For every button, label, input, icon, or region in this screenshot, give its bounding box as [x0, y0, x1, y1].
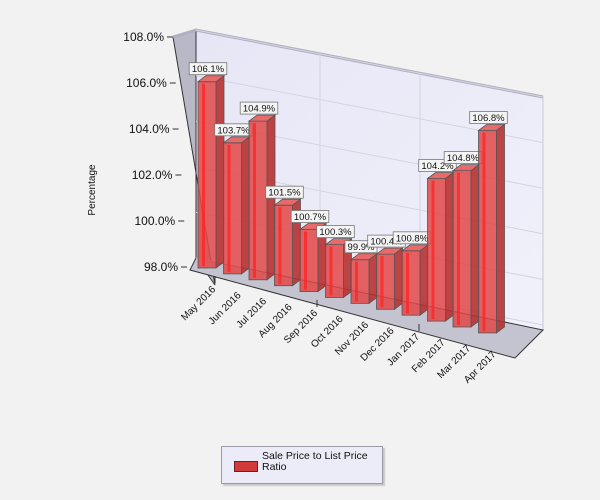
- y-tick-label: 108.0%: [123, 30, 164, 44]
- value-label: 100.3%: [319, 227, 352, 238]
- value-label: 101.5%: [268, 188, 301, 199]
- legend-swatch: [234, 461, 258, 472]
- value-label: 104.9%: [243, 104, 276, 115]
- y-axis-title: Percentage: [87, 164, 98, 216]
- bar: 106.8%: [469, 111, 508, 334]
- y-tick-label: 104.0%: [129, 122, 170, 136]
- value-label-box: [188, 62, 228, 76]
- value-label: 99.9%: [348, 242, 375, 253]
- legend: Sale Price to List Price Ratio: [221, 446, 383, 484]
- y-tick-label: 100.0%: [134, 214, 175, 228]
- y-tick-label: 98.0%: [144, 260, 178, 274]
- value-label: 100.7%: [294, 212, 327, 223]
- bar: 100.4%: [367, 234, 406, 311]
- y-axis: 108.0% 106.0% 104.0% 102.0% 100.0% 98.0%: [123, 30, 187, 274]
- value-label-box: [469, 111, 508, 124]
- value-label-box: [265, 185, 304, 199]
- value-label: 106.8%: [472, 113, 505, 124]
- value-label-box: [316, 225, 355, 239]
- value-label: 104.2%: [421, 161, 454, 172]
- value-label: 103.7%: [217, 125, 250, 136]
- bars: 106.1% 103.7% 104.9% 101.5% 100.7% 100.3% 99.9…: [188, 62, 508, 334]
- y-tick-label: 106.0%: [126, 76, 167, 90]
- value-label-box: [239, 101, 279, 115]
- value-label: 106.1%: [192, 64, 225, 75]
- y-tick-label: 102.0%: [132, 168, 173, 182]
- value-label: 100.8%: [396, 233, 429, 244]
- value-label-box: [290, 210, 330, 223]
- value-label: 104.8%: [447, 153, 480, 164]
- bar: 104.9%: [239, 101, 279, 281]
- value-label: 100.4%: [370, 237, 403, 248]
- legend-label: Sale Price to List Price Ratio: [262, 450, 368, 473]
- bar: 103.7%: [214, 123, 253, 275]
